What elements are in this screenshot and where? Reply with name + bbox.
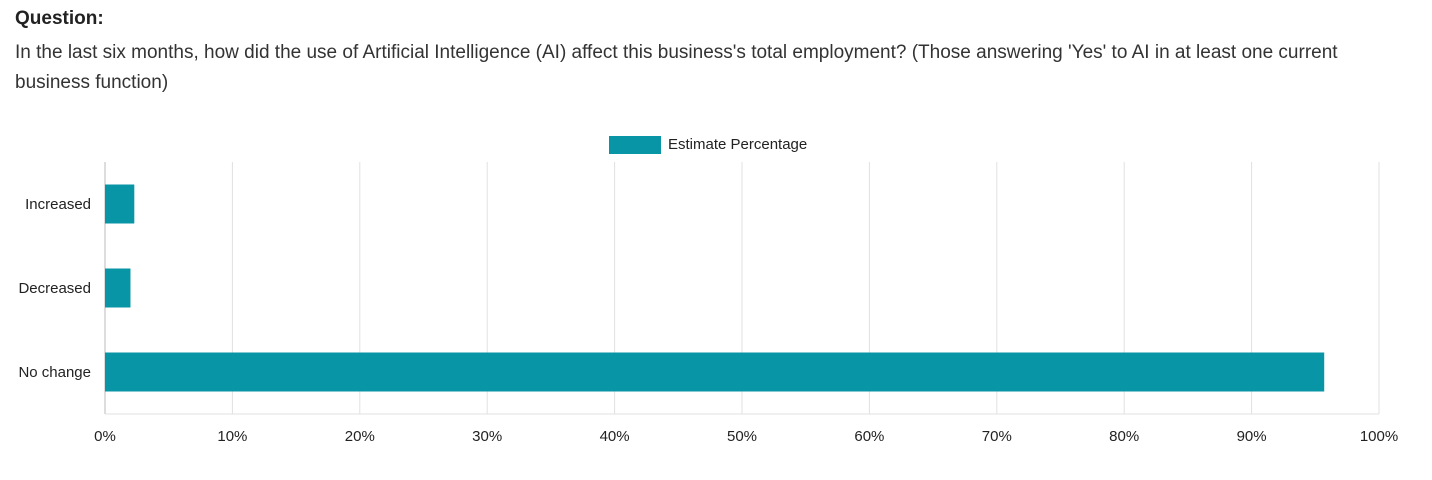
x-tick-label: 10% [217, 428, 247, 445]
question-heading: Question: [15, 8, 104, 29]
legend-swatch [609, 136, 661, 154]
x-tick-label: 80% [1109, 428, 1139, 445]
x-tick-label: 40% [600, 428, 630, 445]
x-tick-label: 90% [1237, 428, 1267, 445]
bar-chart: Estimate Percentage Increased Decreased No… [18, 136, 1398, 445]
chart-legend: Estimate Percentage [609, 136, 807, 154]
x-tick-label: 60% [854, 428, 884, 445]
bar-decreased [105, 268, 131, 308]
bar-increased [105, 184, 135, 224]
chart-container: Estimate Percentage Increased Decreased No… [0, 120, 1432, 475]
x-tick-label: 30% [472, 428, 502, 445]
bar-no-change [105, 352, 1325, 392]
y-category-label: Decreased [18, 280, 91, 297]
x-tick-label: 20% [345, 428, 375, 445]
x-tick-label: 70% [982, 428, 1012, 445]
question-text: In the last six months, how did the use … [15, 42, 1338, 93]
y-category-label: No change [18, 364, 91, 381]
x-axis-labels: 0% 10% 20% 30% 40% 50% 60% 70% 80% 90% 100% [94, 428, 1398, 445]
legend-label: Estimate Percentage [668, 136, 807, 153]
chart-bars [105, 184, 1325, 392]
y-category-label: Increased [25, 196, 91, 213]
x-tick-label: 100% [1360, 428, 1398, 445]
y-axis-labels: Increased Decreased No change [18, 196, 91, 381]
x-tick-label: 50% [727, 428, 757, 445]
x-tick-label: 0% [94, 428, 116, 445]
